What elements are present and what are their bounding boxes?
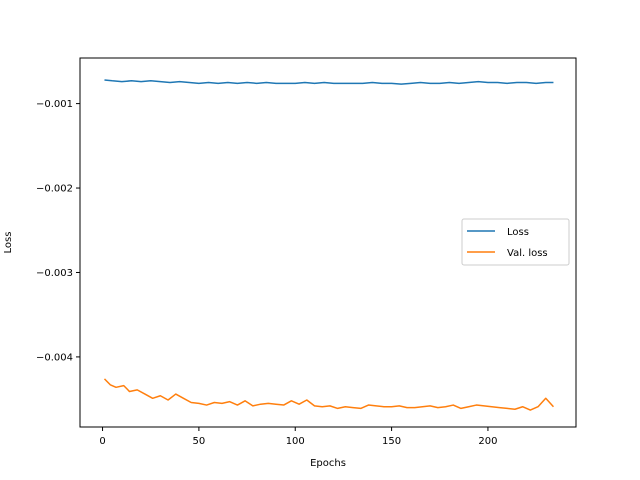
y-tick-label: −0.002 <box>36 184 73 195</box>
y-tick-label: −0.004 <box>36 352 73 363</box>
y-axis-ticks: −0.001 −0.002 −0.003 −0.004 <box>36 99 80 363</box>
y-tick-label: −0.003 <box>36 268 73 279</box>
x-axis-label: Epochs <box>310 458 346 469</box>
x-tick-label: 200 <box>478 436 497 447</box>
y-axis-label: Loss <box>3 232 14 254</box>
x-tick-label: 150 <box>382 436 401 447</box>
series-line-2 <box>103 378 555 411</box>
x-axis-ticks: 0 50 100 150 200 <box>99 427 497 447</box>
series-layer <box>103 79 555 411</box>
x-tick-label: 100 <box>286 436 305 447</box>
x-tick-label: 0 <box>99 436 105 447</box>
legend-label-1: Loss <box>507 227 529 238</box>
y-tick-label: −0.001 <box>36 99 73 110</box>
axes-frame <box>79 57 577 428</box>
x-tick-label: 50 <box>193 436 206 447</box>
legend-label-2: Val. loss <box>507 248 548 259</box>
legend: Loss Val. loss <box>461 218 570 266</box>
series-line-1 <box>104 79 554 85</box>
